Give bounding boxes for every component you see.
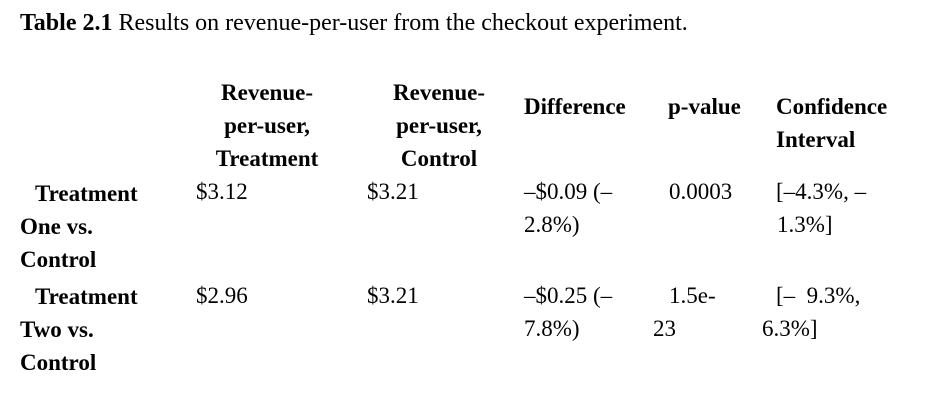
cell-p-value: 0.0003 (669, 179, 733, 204)
cell-revenue-treatment: $2.96 (196, 283, 248, 308)
table-title: Results on revenue-per-user from the che… (118, 10, 688, 36)
cell-revenue-control: $3.21 (367, 283, 419, 308)
cell-revenue-treatment: $3.12 (196, 179, 248, 204)
cell-p-value: 1.5e- 23 (653, 283, 716, 341)
header-confidence-interval: Confidence Interval (776, 94, 888, 152)
cell-confidence-interval: [–4.3%, – 1.3%] (776, 179, 867, 237)
row-label-treatment-one: Treatment One vs. Control (20, 181, 138, 272)
row-label-treatment-two: Treatment Two vs. Control (20, 284, 138, 375)
header-revenue-treatment: Revenue- per-user, Treatment (215, 80, 319, 171)
cell-difference: –$0.09 (– 2.8%) (524, 179, 613, 237)
header-p-value: p-value (668, 94, 741, 119)
header-difference: Difference (524, 94, 626, 119)
cell-revenue-control: $3.21 (367, 179, 419, 204)
cell-difference: –$0.25 (– 7.8%) (524, 283, 613, 341)
table-number: Table 2.1 (20, 10, 113, 36)
table-caption: Table 2.1 Results on revenue-per-user fr… (20, 8, 688, 38)
header-revenue-control: Revenue- per-user, Control (393, 80, 485, 171)
cell-confidence-interval: [– 9.3%, 6.3%] (762, 283, 861, 341)
